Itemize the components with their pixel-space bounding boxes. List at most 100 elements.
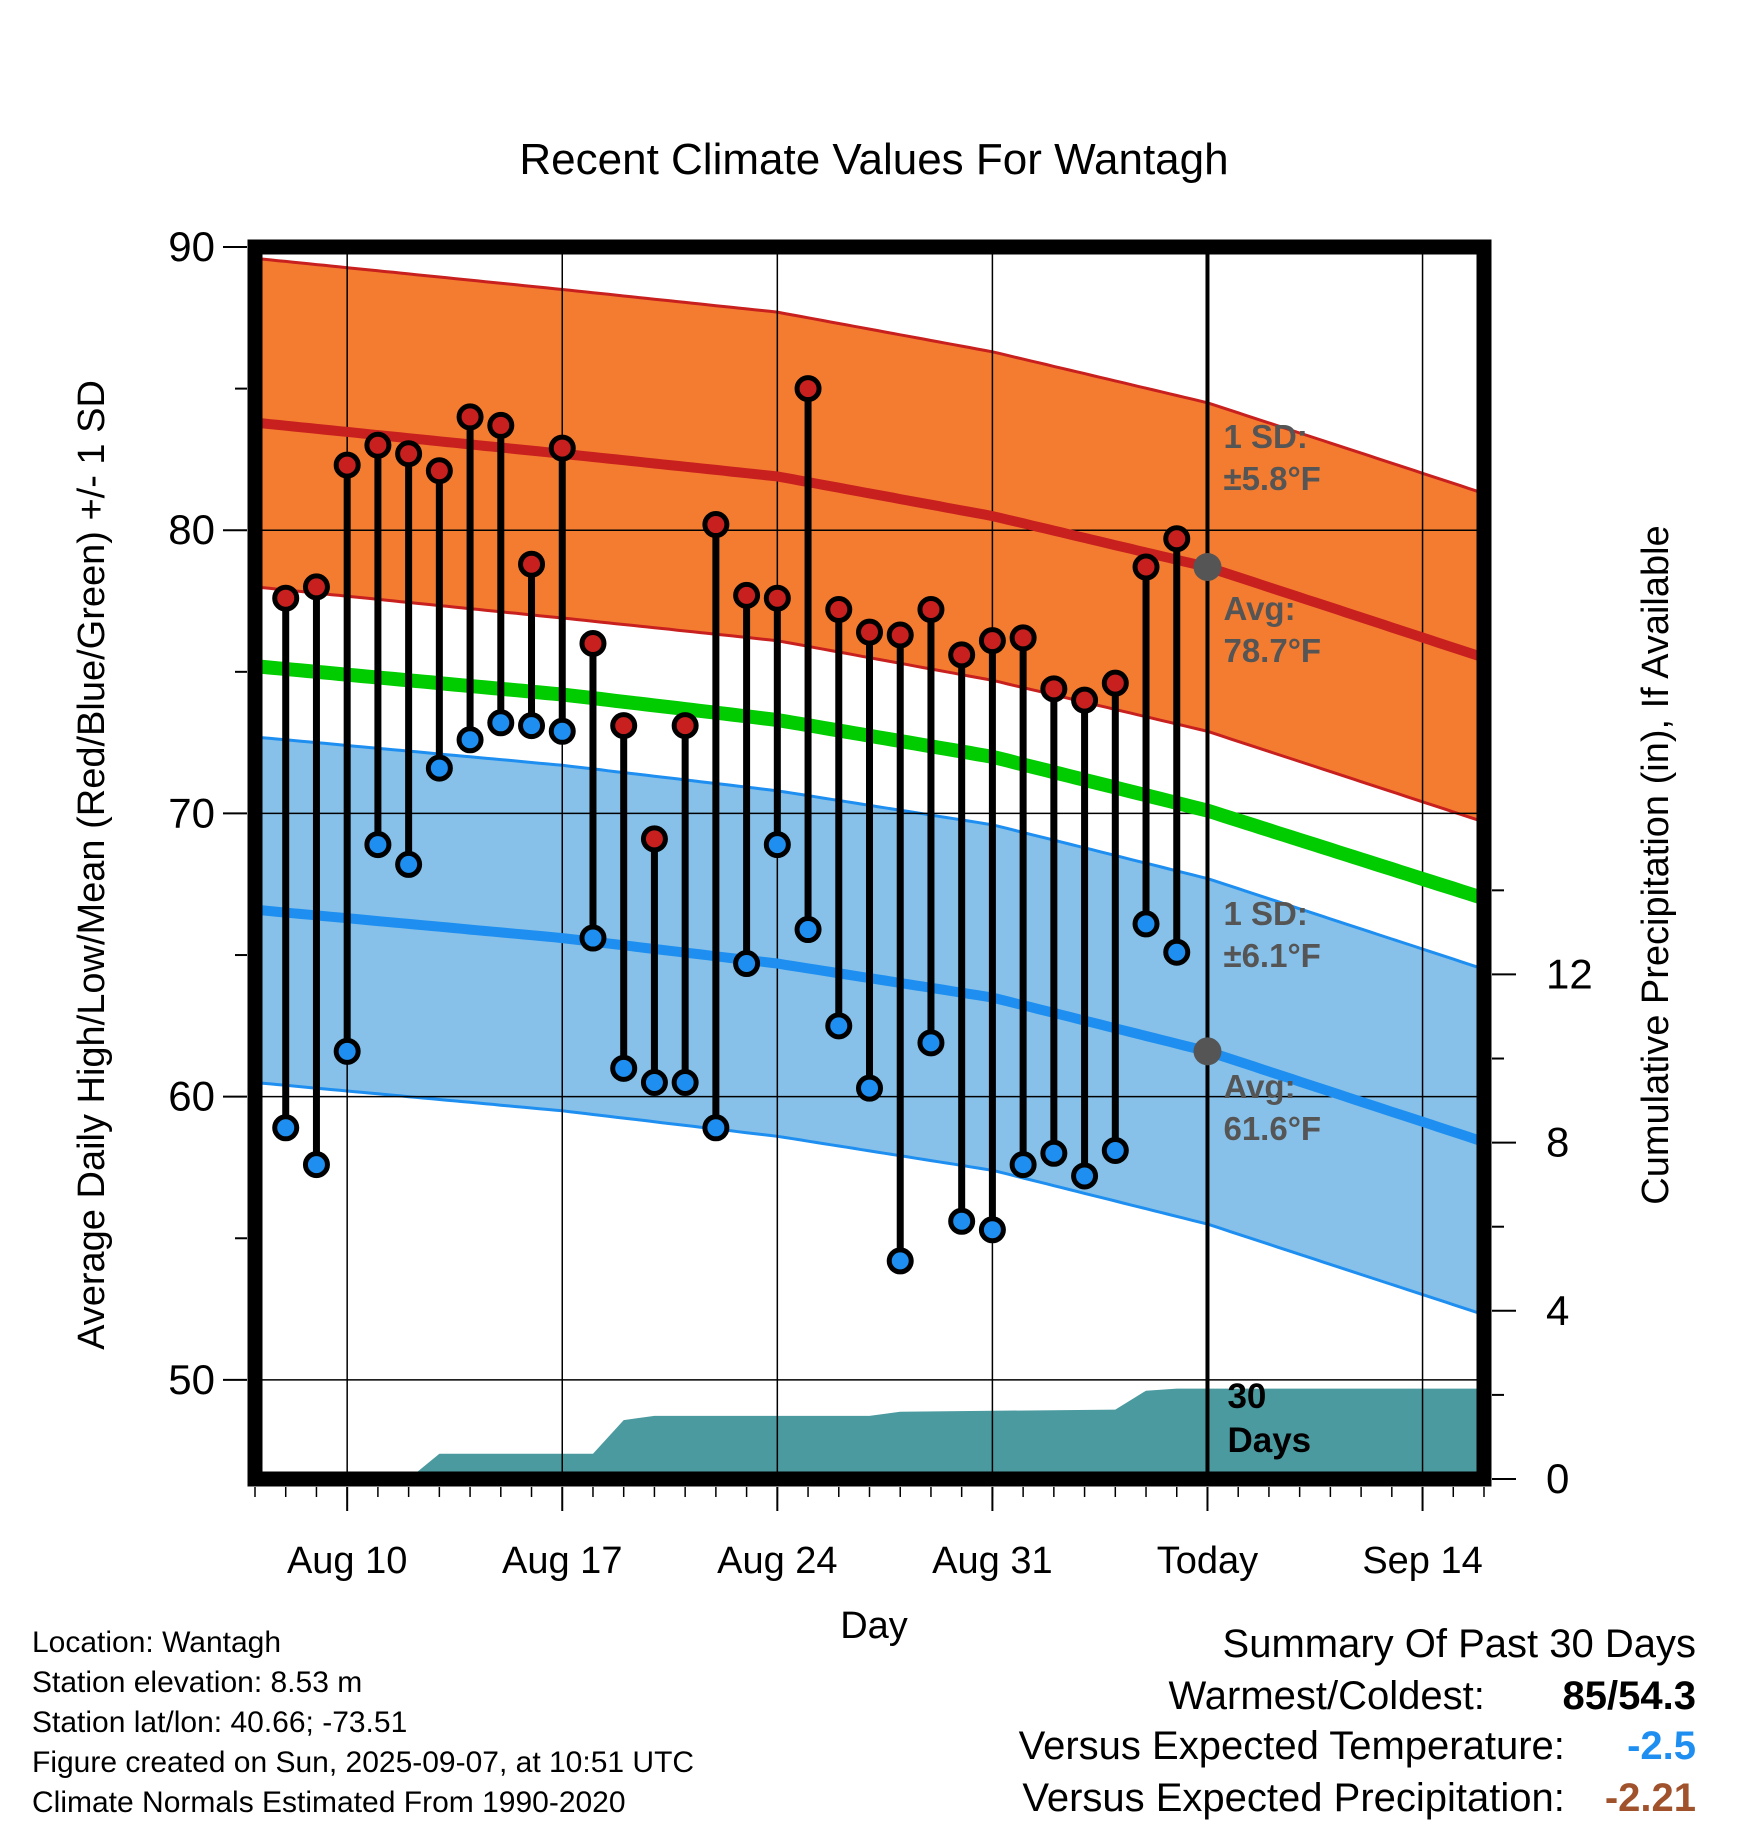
low-point: [333, 1037, 361, 1065]
y2-tick-label: 4: [1546, 1287, 1569, 1334]
high-point: [763, 584, 791, 612]
summary-warmest-value: 85/54.3: [1562, 1674, 1696, 1718]
x-tick-label: Aug 17: [502, 1540, 622, 1582]
x-axis-label: Day: [840, 1605, 908, 1647]
x-tick-label: Today: [1157, 1540, 1258, 1582]
low-point: [1071, 1162, 1099, 1190]
x-tick-label: Aug 31: [932, 1540, 1052, 1582]
low-point: [702, 1114, 730, 1142]
low-point: [272, 1114, 300, 1142]
low-point: [1040, 1139, 1068, 1167]
high-point: [302, 573, 330, 601]
y2-tick-label: 8: [1546, 1119, 1569, 1166]
low-point: [763, 831, 791, 859]
low-point: [425, 754, 453, 782]
low-point: [917, 1029, 945, 1057]
today-low-normal-marker: [1193, 1037, 1222, 1066]
high-normal-line: [255, 417, 1484, 663]
precipitation-area: [408, 1388, 1484, 1479]
low-point: [579, 924, 607, 952]
low-avg-label: Avg:: [1223, 1068, 1295, 1105]
high-point: [917, 596, 945, 624]
high-point: [487, 411, 515, 439]
summary-temp-label: Versus Expected Temperature:: [1018, 1724, 1565, 1768]
x-tick-label: Aug 24: [717, 1540, 837, 1582]
high-point: [794, 375, 822, 403]
high-point: [333, 451, 361, 479]
low-point: [794, 916, 822, 944]
high-point: [886, 621, 914, 649]
summary-title: Summary Of Past 30 Days: [1222, 1622, 1696, 1666]
low-sd-label: 1 SD:: [1223, 895, 1307, 932]
high-band-upper-edge: [255, 256, 1484, 495]
y-tick-label: 90: [168, 223, 215, 270]
high-point: [948, 641, 976, 669]
low-point: [1009, 1151, 1037, 1179]
high-avg-value: 78.7°F: [1223, 632, 1321, 669]
high-point: [825, 596, 853, 624]
low-point: [364, 831, 392, 859]
low-avg-value: 61.6°F: [1223, 1110, 1321, 1147]
x-tick-label: Sep 14: [1362, 1540, 1482, 1582]
low-point: [610, 1054, 638, 1082]
high-point: [1132, 553, 1160, 581]
summary-temp-row: Versus Expected Temperature: -2.5: [1019, 1724, 1696, 1769]
high-point: [856, 618, 883, 646]
low-band-lower-edge: [255, 1081, 1484, 1317]
y-axis-label: Average Daily High/Low/Mean (Red/Blue/Gr…: [71, 380, 113, 1350]
high-point: [610, 712, 638, 740]
low-point: [1132, 910, 1160, 938]
high-point: [364, 431, 392, 459]
today-high-normal-marker: [1193, 553, 1222, 582]
high-avg-label: Avg:: [1223, 590, 1295, 627]
high-point: [425, 457, 453, 485]
summary-temp-value: -2.5: [1627, 1724, 1696, 1768]
high-point: [272, 584, 300, 612]
high-point: [1071, 686, 1099, 714]
y-tick-label: 70: [168, 789, 215, 836]
low-point: [518, 712, 546, 740]
info-location: Location: Wantagh: [32, 1626, 282, 1659]
summary-precip-row: Versus Expected Precipitation: -2.21: [1022, 1776, 1696, 1821]
plot-area: 1 SD: ±5.8°F Avg: 78.7°F 1 SD: ±6.1°F Avg: 61.6…: [168, 223, 1592, 1582]
plot-frame: [247, 239, 1492, 1487]
info-latlon: Station lat/lon: 40.66; -73.51: [32, 1706, 408, 1739]
low-point: [395, 850, 423, 878]
summary-warmest-label: Warmest/Coldest:: [1168, 1674, 1485, 1718]
high-point: [1163, 525, 1191, 553]
y-tick-label: 50: [168, 1356, 215, 1403]
info-elevation: Station elevation: 8.53 m: [32, 1666, 363, 1699]
plot-inner: 1 SD: ±5.8°F Avg: 78.7°F 1 SD: ±6.1°F Avg: 61.6…: [255, 247, 1484, 1479]
high-point: [1009, 624, 1037, 652]
low-point: [733, 950, 761, 978]
high-point: [702, 511, 730, 539]
y-tick-label: 60: [168, 1073, 215, 1120]
low-point: [456, 726, 484, 754]
low-point: [978, 1216, 1006, 1244]
days-label-line2: Days: [1227, 1421, 1311, 1460]
high-point: [978, 627, 1006, 655]
low-sd-value: ±6.1°F: [1223, 937, 1320, 974]
high-point: [733, 581, 761, 609]
low-point: [548, 717, 576, 745]
low-point: [671, 1068, 699, 1096]
y2-axis-label: Cumulative Precipitation (in), If Availa…: [1635, 525, 1677, 1204]
low-point: [856, 1074, 883, 1102]
low-point: [1101, 1136, 1129, 1164]
high-point: [518, 550, 546, 578]
summary-warmest-row: Warmest/Coldest: 85/54.3: [1169, 1674, 1697, 1719]
high-point: [579, 630, 607, 658]
info-created: Figure created on Sun, 2025-09-07, at 10…: [32, 1746, 695, 1779]
x-tick-label: Aug 10: [287, 1540, 407, 1582]
summary-precip-label: Versus Expected Precipitation:: [1022, 1776, 1565, 1820]
y-tick-label: 80: [168, 506, 215, 553]
high-sd-label: 1 SD:: [1223, 418, 1307, 455]
high-point: [456, 403, 484, 431]
high-sd-value: ±5.8°F: [1223, 460, 1320, 497]
summary-precip-value: -2.21: [1604, 1776, 1696, 1820]
chart-title: Recent Climate Values For Wantagh: [519, 135, 1228, 184]
high-point: [671, 712, 699, 740]
high-point: [395, 440, 423, 468]
low-point: [886, 1247, 914, 1275]
